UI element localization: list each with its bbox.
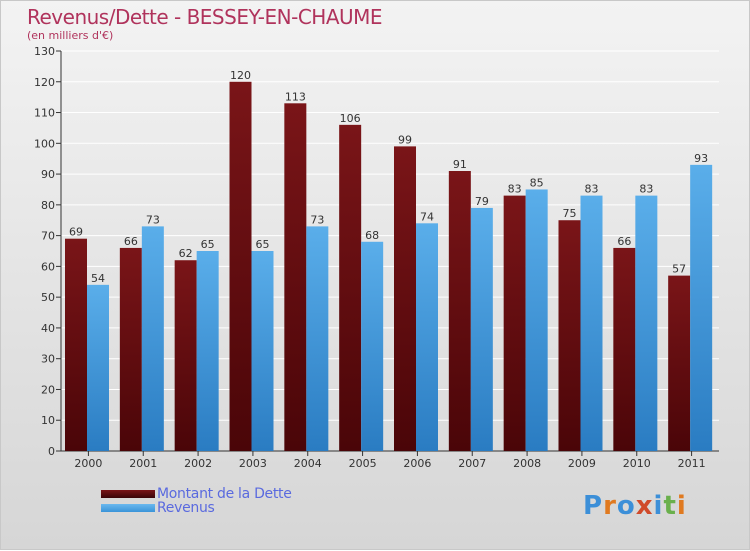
data-label-revenus: 83 bbox=[585, 183, 599, 196]
chart-title: Revenus/Dette - BESSEY-EN-CHAUME bbox=[27, 5, 383, 29]
x-tick-label: 2008 bbox=[513, 457, 541, 470]
data-label-dette: 113 bbox=[285, 90, 306, 103]
x-tick-label: 2009 bbox=[568, 457, 596, 470]
legend: Montant de la Dette Revenus bbox=[101, 487, 292, 515]
bar-revenus bbox=[141, 226, 164, 451]
x-tick-label: 2007 bbox=[458, 457, 486, 470]
legend-label-revenus: Revenus bbox=[157, 500, 215, 516]
x-tick-label: 2002 bbox=[184, 457, 212, 470]
bar-revenus bbox=[196, 251, 219, 451]
data-label-dette: 91 bbox=[453, 158, 467, 171]
bar-revenus bbox=[635, 195, 658, 451]
bar-dette bbox=[229, 81, 252, 452]
logo-letter: P bbox=[583, 491, 604, 521]
bar-dette bbox=[448, 171, 471, 451]
x-tick-label: 2003 bbox=[239, 457, 267, 470]
data-label-dette: 69 bbox=[69, 226, 83, 239]
bar-revenus bbox=[525, 189, 548, 451]
data-label-revenus: 83 bbox=[639, 183, 653, 196]
proxiti-logo[interactable]: Proxiti bbox=[583, 491, 687, 521]
y-tick-label: 80 bbox=[41, 199, 55, 212]
bar-revenus bbox=[361, 241, 384, 451]
legend-swatch-dette bbox=[101, 490, 155, 498]
logo-letter: r bbox=[603, 491, 617, 521]
data-label-dette: 66 bbox=[124, 235, 138, 248]
data-label-revenus: 65 bbox=[256, 238, 270, 251]
data-label-dette: 57 bbox=[672, 263, 686, 276]
bar-dette bbox=[119, 247, 142, 451]
x-tick-label: 2000 bbox=[74, 457, 102, 470]
chart-subtitle: (en milliers d'€) bbox=[27, 29, 114, 42]
data-label-revenus: 54 bbox=[91, 272, 105, 285]
bar-dette bbox=[503, 195, 526, 451]
bar-dette bbox=[65, 238, 87, 451]
bar-dette bbox=[558, 220, 581, 451]
logo-letter: x bbox=[635, 491, 654, 521]
x-tick-label: 2001 bbox=[129, 457, 157, 470]
data-label-revenus: 74 bbox=[420, 210, 434, 223]
y-tick-label: 10 bbox=[41, 414, 55, 427]
data-label-dette: 99 bbox=[398, 133, 412, 146]
y-tick-label: 120 bbox=[34, 76, 55, 89]
y-tick-label: 60 bbox=[41, 260, 55, 273]
data-label-dette: 120 bbox=[230, 69, 251, 82]
y-tick-label: 90 bbox=[41, 168, 55, 181]
data-label-revenus: 79 bbox=[475, 195, 489, 208]
bar-dette bbox=[339, 124, 362, 451]
data-label-dette: 62 bbox=[179, 247, 193, 260]
bar-revenus bbox=[470, 207, 493, 451]
data-label-dette: 75 bbox=[563, 207, 577, 220]
data-label-revenus: 73 bbox=[146, 213, 160, 226]
x-tick-label: 2010 bbox=[623, 457, 651, 470]
legend-item-revenus: Revenus bbox=[101, 501, 292, 515]
x-tick-label: 2006 bbox=[403, 457, 431, 470]
bar-revenus bbox=[690, 164, 713, 451]
data-label-dette: 66 bbox=[617, 235, 631, 248]
data-label-revenus: 85 bbox=[530, 176, 544, 189]
y-tick-label: 40 bbox=[41, 322, 55, 335]
bar-dette bbox=[613, 247, 636, 451]
bar-revenus bbox=[87, 284, 109, 451]
legend-label-dette: Montant de la Dette bbox=[157, 486, 292, 502]
legend-item-dette: Montant de la Dette bbox=[101, 487, 292, 501]
logo-letter: o bbox=[616, 491, 636, 521]
bar-revenus bbox=[580, 195, 603, 451]
y-tick-label: 70 bbox=[41, 230, 55, 243]
bar-revenus bbox=[306, 226, 329, 451]
legend-swatch-revenus bbox=[101, 504, 155, 512]
y-tick-label: 30 bbox=[41, 353, 55, 366]
bar-revenus bbox=[416, 223, 438, 451]
y-tick-label: 130 bbox=[34, 45, 55, 58]
data-label-revenus: 65 bbox=[201, 238, 215, 251]
data-label-revenus: 73 bbox=[310, 213, 324, 226]
data-label-dette: 106 bbox=[340, 112, 361, 125]
y-tick-label: 0 bbox=[48, 445, 55, 458]
logo-letter: i bbox=[676, 491, 687, 521]
bar-dette bbox=[668, 275, 691, 451]
logo-letter: i bbox=[653, 491, 664, 521]
logo-letter: t bbox=[663, 491, 677, 521]
data-label-revenus: 93 bbox=[694, 152, 708, 165]
bar-dette bbox=[174, 260, 197, 451]
bar-dette bbox=[284, 103, 307, 452]
x-tick-label: 2011 bbox=[678, 457, 706, 470]
y-tick-label: 110 bbox=[34, 107, 55, 120]
data-label-dette: 83 bbox=[508, 183, 522, 196]
y-tick-label: 100 bbox=[34, 137, 55, 150]
bar-revenus bbox=[251, 251, 274, 451]
data-label-revenus: 68 bbox=[365, 229, 379, 242]
y-tick-label: 20 bbox=[41, 383, 55, 396]
x-tick-label: 2005 bbox=[349, 457, 377, 470]
y-tick-label: 50 bbox=[41, 291, 55, 304]
x-tick-label: 2004 bbox=[294, 457, 322, 470]
bar-dette bbox=[394, 146, 416, 451]
